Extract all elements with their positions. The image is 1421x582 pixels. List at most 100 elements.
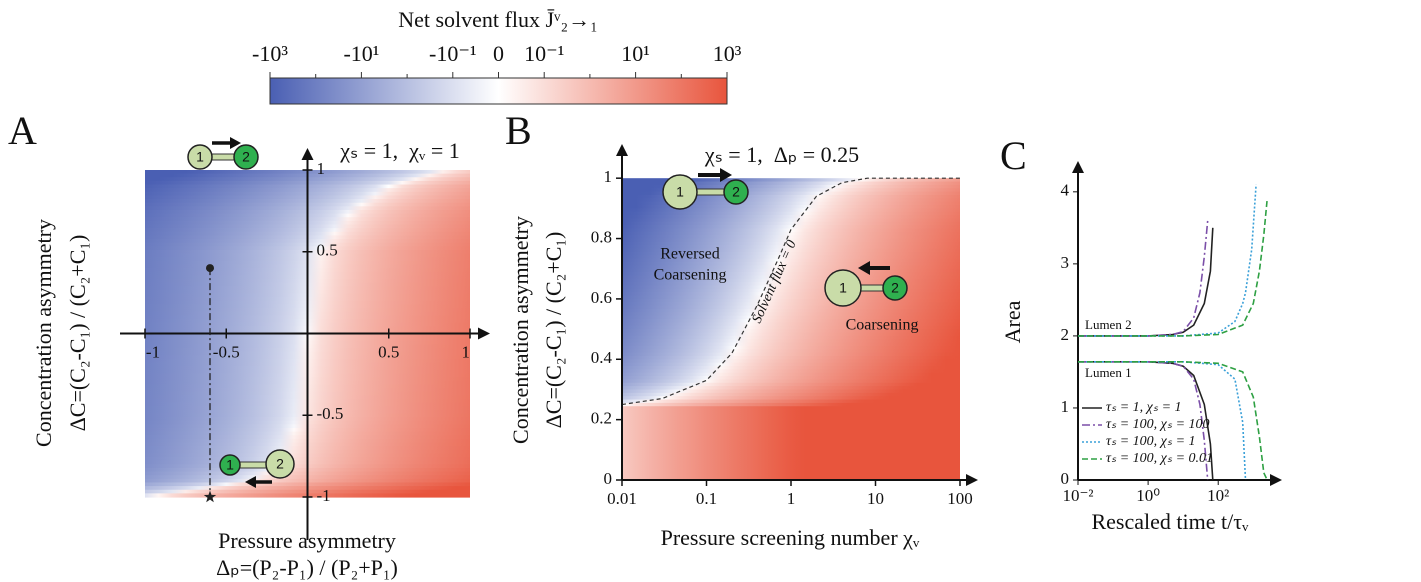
panel-a: -1 -0.5 0.5 1 -1 -0.5 0.5 1 — [120, 148, 490, 540]
heatmap-row — [622, 402, 960, 407]
heatmap-row — [622, 302, 960, 307]
x-tick-label: 0.01 — [607, 489, 637, 508]
x-tick-label: 10⁰ — [1136, 486, 1160, 505]
x-tick-label: 10² — [1207, 486, 1229, 505]
heatmap-row — [622, 319, 960, 323]
heatmap-row — [622, 178, 960, 183]
heatmap-row — [622, 198, 960, 203]
lumen-label: 1 — [839, 280, 847, 296]
y-label: ΔC=(C₂-C₁) / (C₂+C₁) — [541, 232, 566, 429]
heatmap-row — [622, 406, 960, 411]
lumen-label: 2 — [891, 280, 899, 296]
panel-title: χₛ = 1, χᵥ = 1 — [339, 138, 460, 163]
heatmap-row — [622, 275, 960, 280]
heatmap-row — [622, 416, 960, 421]
lumen-label: 2 — [732, 184, 740, 200]
lumen-label: 1 — [196, 149, 204, 165]
heatmap-row — [622, 272, 960, 277]
annotation: Reversed — [660, 246, 720, 263]
panel-letter: A — [8, 108, 37, 153]
heatmap-row — [622, 215, 960, 220]
heatmap-row — [622, 456, 960, 461]
series-line — [1078, 184, 1257, 337]
legend-label: τₛ = 100, χₛ = 100 — [1106, 417, 1210, 432]
heatmap-row — [622, 181, 960, 186]
lumen-icon: 1 2 — [824, 261, 908, 307]
heatmap-row — [622, 459, 960, 464]
heatmap-row — [622, 439, 960, 444]
axis-arrow — [616, 144, 628, 156]
panel-c: 10⁻² 10⁰ 10² 0 1 2 3 4 τₛ = 1, χₛ = 1 τₛ = 100, χ… — [1061, 161, 1282, 505]
x-label: Pressure asymmetry — [218, 528, 396, 553]
heatmap-row — [622, 194, 960, 199]
heatmap-row — [622, 382, 960, 387]
heatmap-row — [622, 352, 960, 357]
heatmap-row — [622, 463, 960, 468]
heatmap-row — [622, 258, 960, 263]
x-tick-label: 100 — [947, 489, 973, 508]
heatmap-row — [622, 288, 960, 293]
axis-arrow — [301, 148, 314, 160]
heatmap-row — [622, 191, 960, 196]
heatmap-row — [622, 251, 960, 256]
axis-arrow — [478, 327, 490, 340]
lumen-label: 2 — [276, 456, 284, 472]
heatmap-row — [622, 292, 960, 297]
heatmap-row — [622, 245, 960, 250]
y-tick-label: 0.2 — [591, 409, 612, 428]
heatmap-row — [622, 298, 960, 303]
heatmap-row — [622, 372, 960, 377]
heatmap-row — [622, 446, 960, 451]
heatmap-row — [622, 422, 960, 427]
x-tick-label: 10⁻² — [1062, 486, 1093, 505]
heatmap-row — [622, 335, 960, 340]
heatmap-row — [622, 262, 960, 266]
heatmap-row — [622, 429, 960, 434]
heatmap-row — [622, 231, 960, 236]
lumen-label: 2 — [242, 149, 250, 165]
heatmap-row — [622, 238, 960, 243]
heatmap-row — [622, 295, 960, 300]
panel-letter: C — [1000, 133, 1027, 178]
y-tick-label: 0.6 — [591, 288, 612, 307]
heatmap-row — [622, 308, 960, 313]
y-tick-label: -0.5 — [317, 404, 344, 423]
y-tick-label: 0.4 — [591, 348, 613, 367]
y-tick-label: 2 — [1061, 325, 1070, 344]
x-tick-label: 0.1 — [696, 489, 717, 508]
heatmap-row — [622, 449, 960, 454]
heatmap-row — [622, 409, 960, 414]
colorbar-title: Net solvent flux J̄ᵛ₂→₁ — [398, 7, 598, 32]
series-line — [1078, 361, 1247, 481]
heatmap-row — [622, 392, 960, 397]
x-tick-label: -0.5 — [213, 342, 240, 361]
series-line — [1078, 361, 1209, 481]
tick-label: -10¹ — [343, 41, 379, 66]
y-tick-label: 3 — [1061, 253, 1070, 272]
heatmap-row — [622, 282, 960, 287]
heatmap-row — [622, 305, 960, 310]
tick-label: 0 — [493, 41, 504, 66]
tick-label: 10³ — [713, 41, 742, 66]
axis-arrow — [966, 474, 978, 486]
heatmap-row — [622, 278, 960, 283]
heatmap-row — [622, 201, 960, 206]
heatmap-row — [622, 419, 960, 424]
heatmap-row — [622, 473, 960, 478]
heatmap-row — [622, 426, 960, 431]
legend-label: τₛ = 100, χₛ = 1 — [1106, 434, 1196, 449]
heatmap-row — [622, 355, 960, 360]
heatmap-row — [622, 211, 960, 216]
lumen-icon: 1 2 — [662, 168, 749, 210]
heatmap-row — [622, 476, 960, 481]
y-tick-label: 1 — [317, 159, 326, 178]
icons: 1 2 1 2 1 2 1 2 — [187, 137, 908, 488]
heatmap-row — [622, 362, 960, 367]
heatmap-row — [622, 436, 960, 441]
x-label: Pressure screening number χᵥ — [661, 525, 920, 550]
heatmap-row — [622, 379, 960, 384]
tick-label: 10¹ — [621, 41, 650, 66]
heatmap-row — [622, 399, 960, 404]
heatmap-row — [622, 325, 960, 330]
